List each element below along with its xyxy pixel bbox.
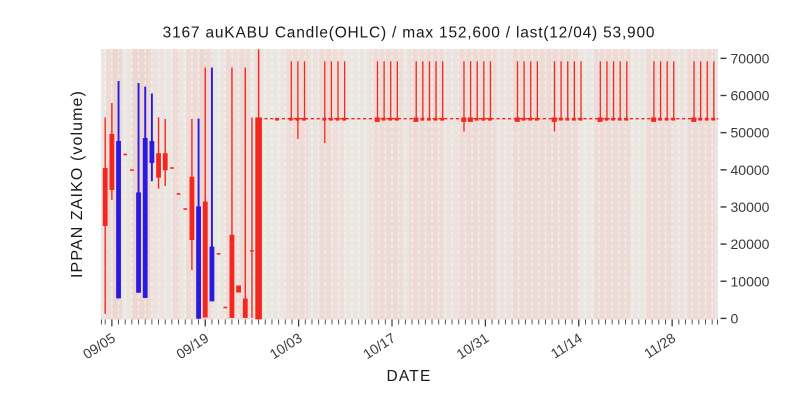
svg-text:0: 0: [731, 310, 739, 326]
svg-text:IPPAN ZAIKO (volume): IPPAN ZAIKO (volume): [69, 90, 86, 278]
svg-text:DATE: DATE: [387, 368, 432, 385]
svg-text:70000: 70000: [731, 50, 770, 66]
svg-text:10000: 10000: [731, 273, 770, 289]
svg-text:3167 auKABU Candle(OHLC) / max: 3167 auKABU Candle(OHLC) / max 152,600 /…: [163, 25, 656, 42]
svg-text:60000: 60000: [731, 88, 770, 104]
svg-text:50000: 50000: [731, 125, 770, 141]
svg-text:40000: 40000: [731, 162, 770, 178]
svg-text:30000: 30000: [731, 199, 770, 215]
svg-text:20000: 20000: [731, 236, 770, 252]
